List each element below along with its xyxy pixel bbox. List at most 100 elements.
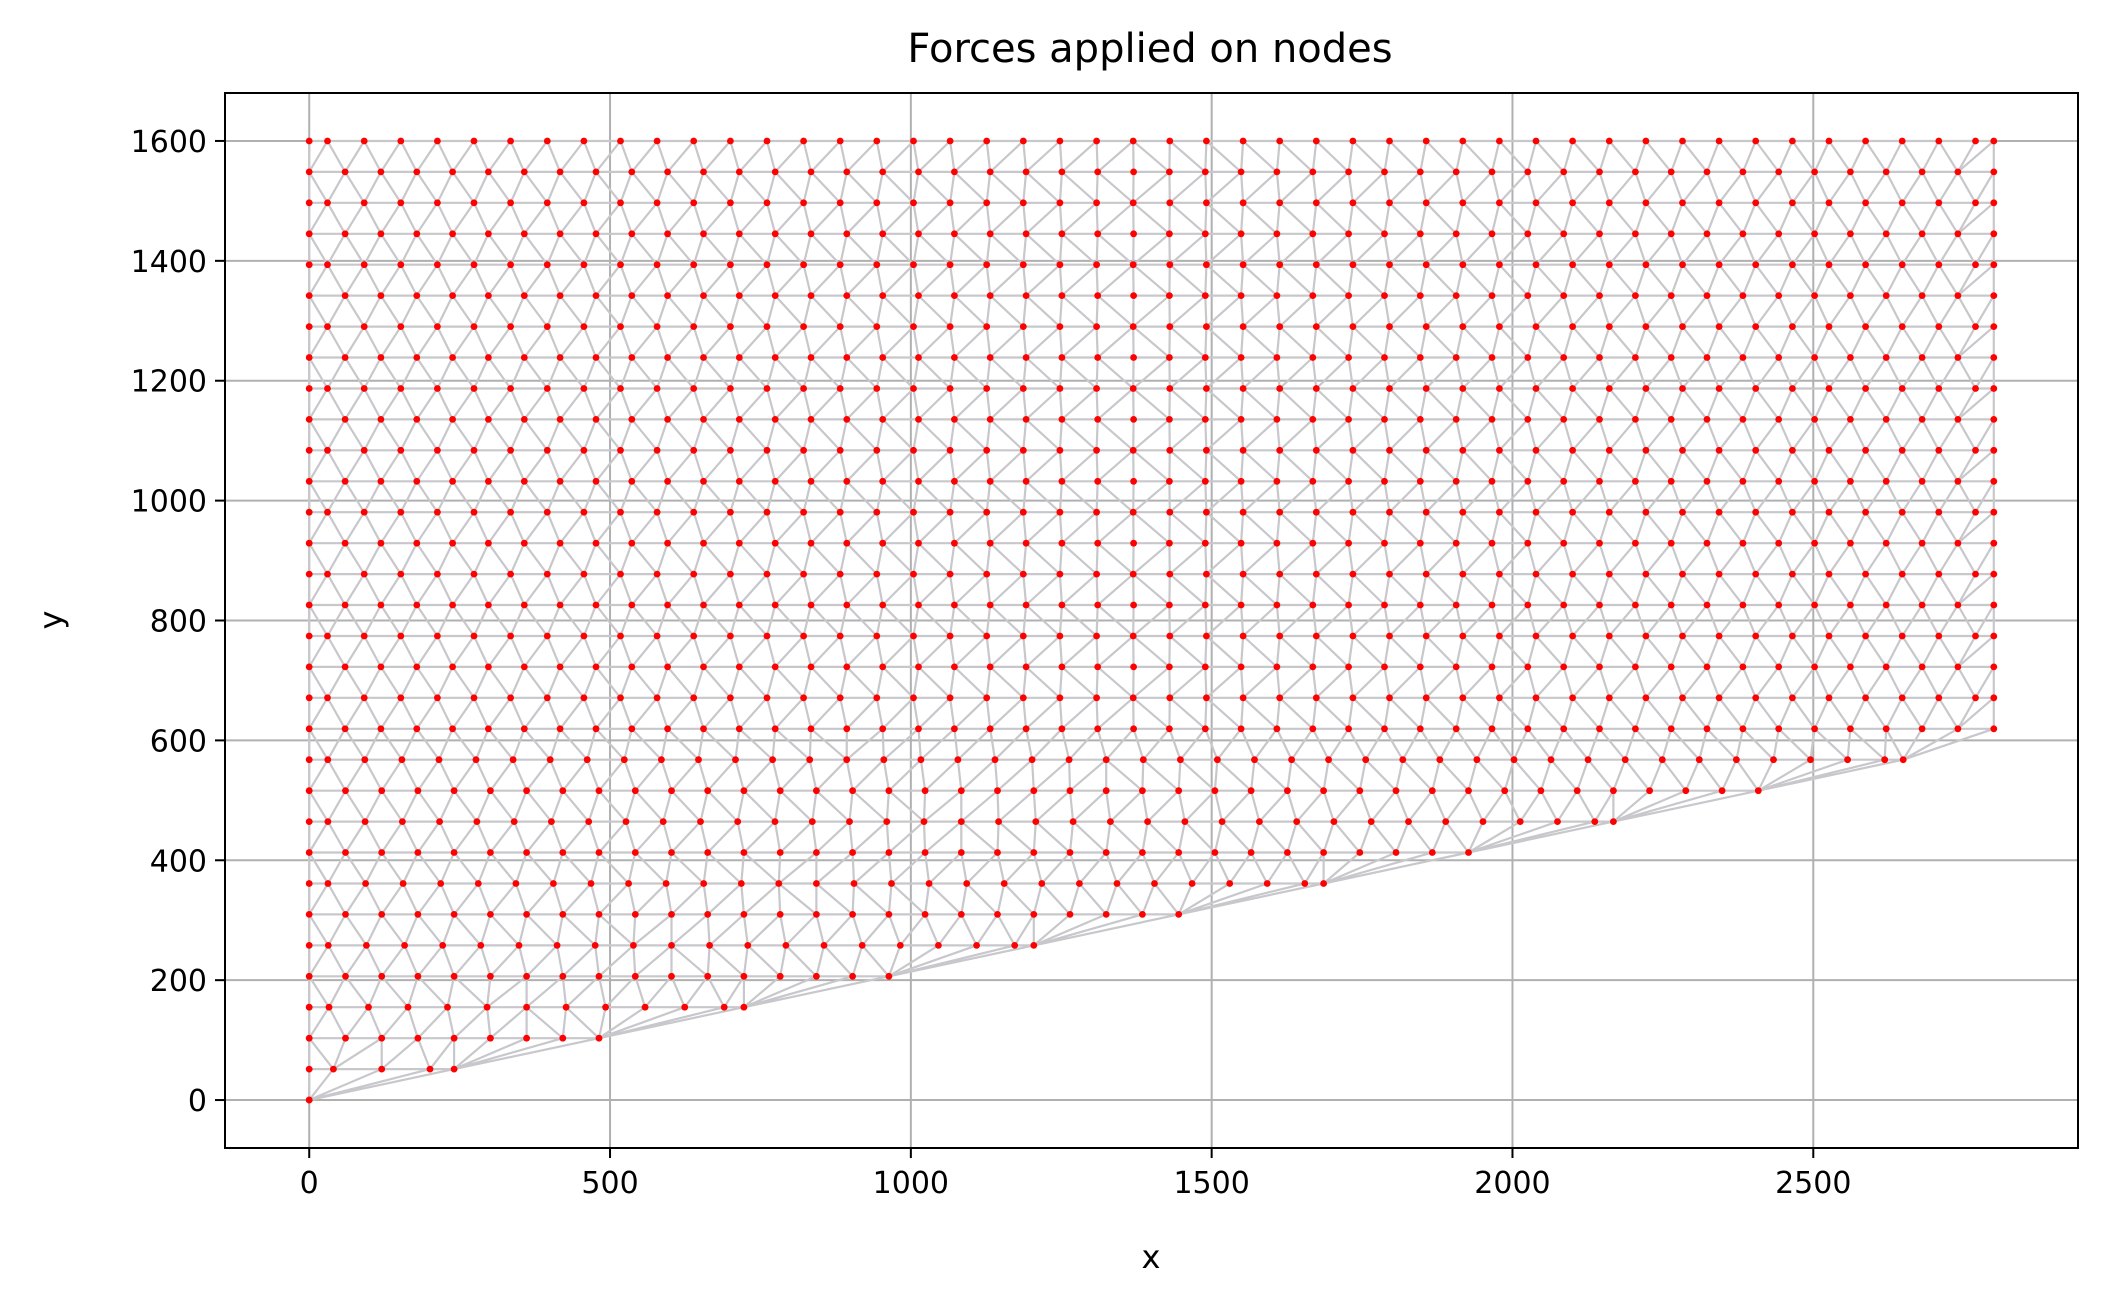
node-point	[873, 137, 881, 145]
node-point	[727, 632, 734, 640]
node-point	[1954, 292, 1962, 299]
node-point	[414, 911, 422, 918]
node-point	[1703, 539, 1711, 547]
node-point	[434, 508, 441, 516]
node-point	[592, 725, 600, 733]
node-point	[664, 354, 671, 361]
node-point	[1596, 354, 1603, 361]
node-point	[1019, 694, 1027, 702]
node-point	[1596, 663, 1603, 671]
node-point	[1569, 446, 1576, 454]
node-point	[324, 199, 331, 207]
node-point	[1775, 663, 1783, 671]
node-point	[341, 230, 349, 238]
node-point	[510, 818, 518, 825]
node-point	[727, 323, 734, 330]
node-point	[1203, 137, 1210, 145]
node-point	[1573, 787, 1581, 795]
node-point	[1309, 601, 1317, 609]
node-point	[946, 261, 954, 269]
node-point	[1066, 849, 1074, 856]
node-point	[740, 787, 748, 795]
node-point	[305, 1096, 313, 1104]
node-point	[617, 446, 624, 454]
node-point	[1226, 880, 1234, 887]
node-point	[1703, 354, 1711, 361]
node-point	[1129, 570, 1137, 578]
node-point	[1882, 230, 1890, 238]
node-point	[449, 477, 456, 485]
node-point	[807, 601, 815, 609]
node-point	[377, 230, 385, 238]
node-point	[1642, 261, 1650, 269]
node-point	[983, 694, 991, 702]
node-point	[1739, 601, 1747, 609]
node-point	[1882, 663, 1890, 671]
node-point	[1703, 601, 1711, 609]
node-point	[700, 230, 707, 238]
node-point	[951, 292, 958, 299]
node-point	[342, 787, 349, 795]
node-point	[305, 942, 313, 949]
node-point	[397, 446, 405, 454]
node-point	[1775, 168, 1783, 176]
node-point	[434, 446, 441, 454]
node-point	[1381, 477, 1388, 485]
node-point	[1058, 292, 1066, 299]
node-point	[1496, 508, 1503, 516]
node-point	[1139, 849, 1146, 856]
node-point	[305, 230, 313, 238]
node-point	[1201, 230, 1209, 238]
node-point	[1239, 508, 1247, 516]
node-point	[1825, 570, 1833, 578]
node-point	[1452, 292, 1460, 299]
node-point	[1166, 168, 1173, 176]
node-point	[1276, 446, 1284, 454]
x-axis-ticks: 0 500 1000 1500 2000 2500	[300, 1148, 1851, 1201]
node-point	[771, 725, 779, 733]
node-point	[1166, 694, 1174, 702]
node-point	[690, 508, 698, 516]
node-point	[1488, 230, 1496, 238]
node-point	[1954, 416, 1962, 423]
node-point	[628, 663, 636, 671]
node-point	[1247, 787, 1255, 795]
node-point	[727, 570, 734, 578]
node-point	[1166, 446, 1174, 454]
node-point	[1862, 385, 1869, 392]
node-point	[1898, 508, 1906, 516]
node-point	[507, 446, 514, 454]
node-point	[1532, 632, 1540, 640]
node-point	[700, 663, 707, 671]
node-point	[305, 137, 313, 145]
node-point	[1789, 261, 1796, 269]
node-point	[1882, 601, 1890, 609]
node-point	[580, 261, 588, 269]
node-point	[1093, 385, 1100, 392]
node-point	[414, 972, 422, 980]
node-point	[1954, 663, 1962, 671]
node-point	[1754, 787, 1762, 795]
node-point	[1532, 137, 1540, 145]
node-point	[921, 787, 929, 795]
node-point	[378, 972, 386, 980]
node-point	[1237, 292, 1245, 299]
node-point	[1899, 756, 1907, 764]
node-point	[474, 880, 482, 887]
node-point	[1422, 261, 1430, 269]
node-point	[1473, 756, 1481, 764]
node-point	[397, 199, 405, 207]
node-point	[1610, 787, 1617, 795]
node-point	[910, 446, 917, 454]
node-point	[690, 385, 698, 392]
node-point	[681, 1003, 689, 1011]
node-point	[1203, 570, 1210, 578]
node-point	[1811, 354, 1818, 361]
node-point	[1752, 570, 1760, 578]
node-point	[740, 1003, 748, 1011]
node-point	[434, 137, 441, 145]
node-point	[485, 230, 492, 238]
node-point	[1591, 818, 1599, 825]
node-point	[1276, 385, 1284, 392]
node-point	[1345, 601, 1352, 609]
